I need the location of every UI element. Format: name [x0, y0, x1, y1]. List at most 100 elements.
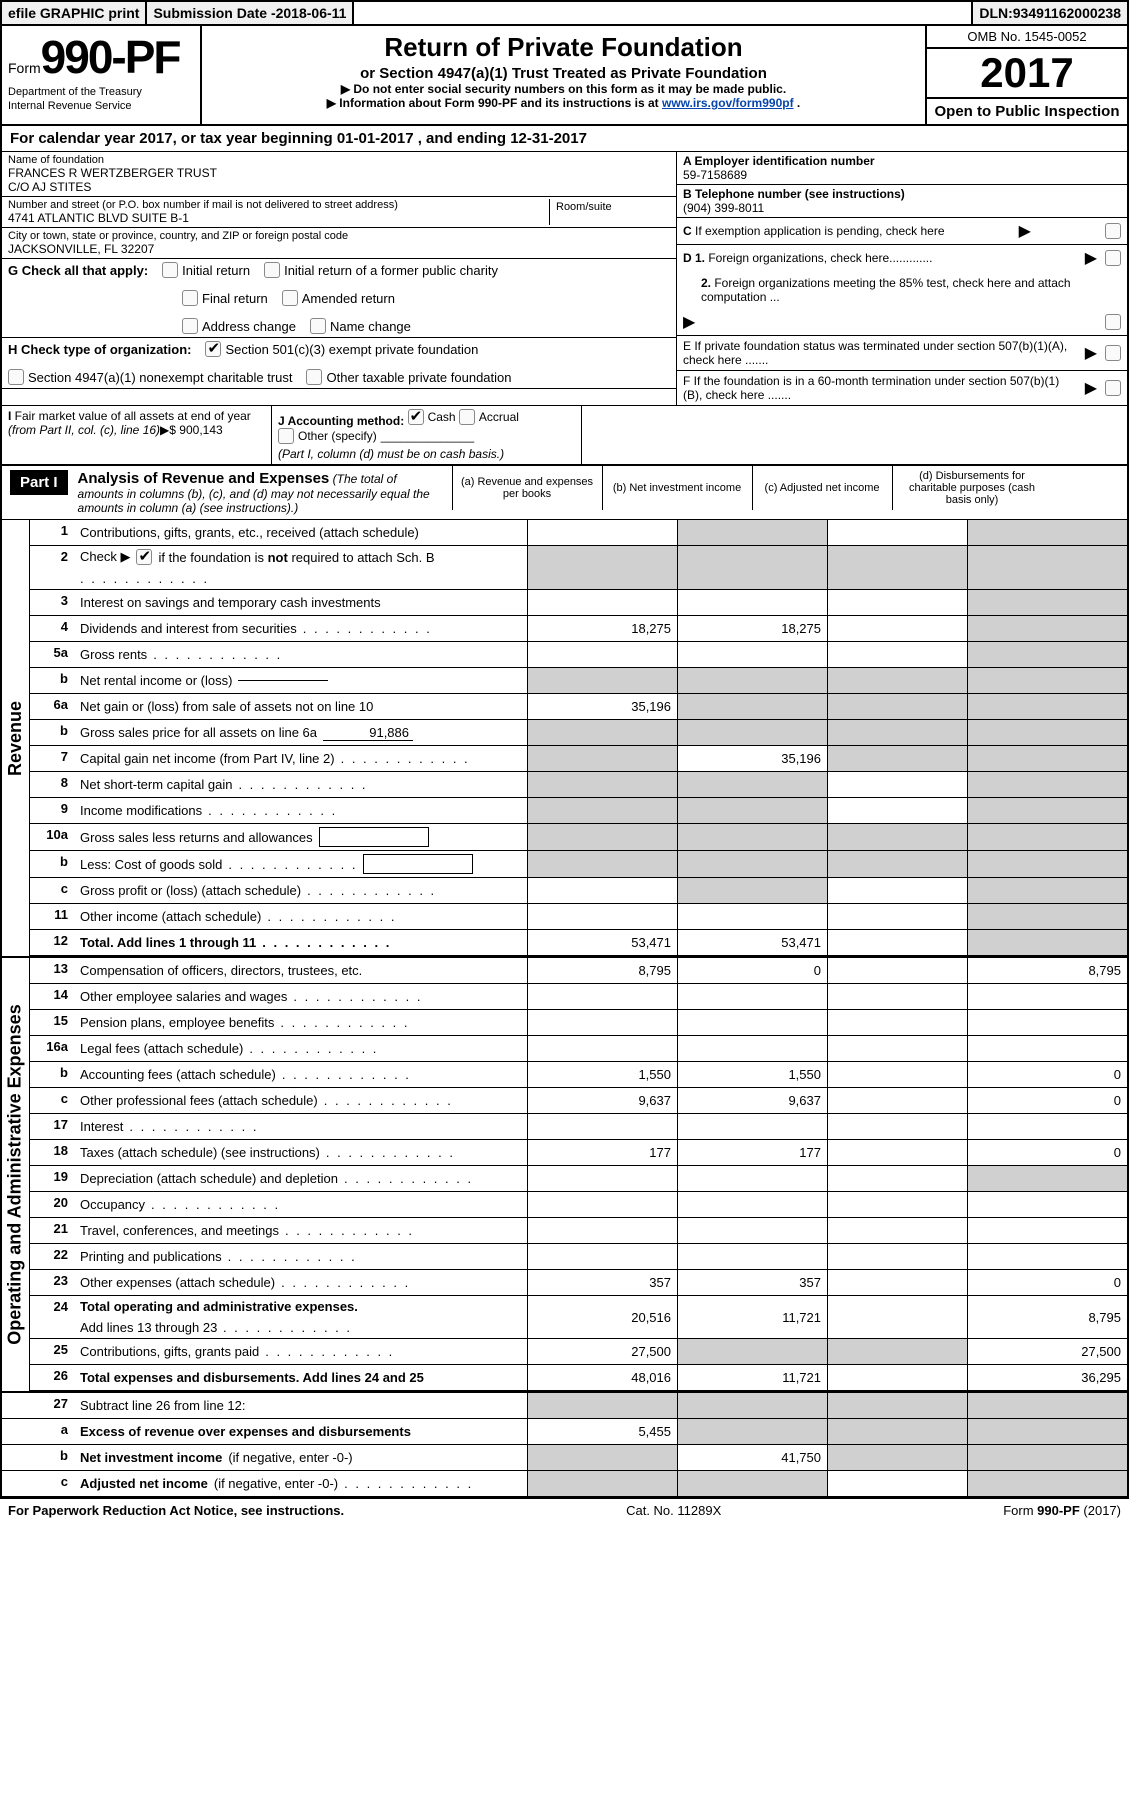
revenue-side-label: Revenue [2, 520, 30, 956]
l24-desc: Total operating and administrative expen… [76, 1296, 527, 1338]
l10b-desc: Less: Cost of goods sold [76, 851, 527, 877]
fmv-value: 900,143 [179, 423, 222, 437]
l10a-text: Gross sales less returns and allowances [80, 830, 313, 845]
h-opt-0: Section 501(c)(3) exempt private foundat… [225, 342, 478, 357]
arrow-icon: ▶ [1085, 248, 1097, 268]
l2-b: if the foundation is not required to att… [158, 550, 434, 565]
g-label: G Check all that apply: [8, 263, 148, 278]
j-accrual-checkbox[interactable] [459, 409, 475, 425]
dln-label: DLN: [979, 5, 1012, 21]
topbar: efile GRAPHIC print Submission Date - 20… [2, 2, 1127, 26]
j-accrual: Accrual [479, 410, 519, 424]
g-initial-return-checkbox[interactable] [162, 262, 178, 278]
l26-desc: Total expenses and disbursements. Add li… [76, 1365, 527, 1390]
l5b-desc: Net rental income or (loss) [76, 668, 527, 693]
ein-value: 59-7158689 [683, 168, 1121, 182]
h-4947a1-checkbox[interactable] [8, 369, 24, 385]
l10b-text: Less: Cost of goods sold [80, 857, 222, 872]
h-other-taxable-checkbox[interactable] [306, 369, 322, 385]
g-initial-former-checkbox[interactable] [264, 262, 280, 278]
line-27: 27Subtract line 26 from line 12: [2, 1393, 1127, 1419]
j-note: (Part I, column (d) must be on cash basi… [278, 447, 504, 461]
c-checkbox[interactable] [1105, 223, 1121, 239]
d1-checkbox[interactable] [1105, 250, 1121, 266]
arrow-icon: ▶ [683, 312, 695, 332]
form-note1: ▶ Do not enter social security numbers o… [210, 82, 917, 96]
h-501c3-checkbox[interactable] [205, 341, 221, 357]
box-c: C C If exemption application is pending,… [677, 218, 1127, 245]
g-name-change-checkbox[interactable] [310, 318, 326, 334]
header-mid: Return of Private Foundation or Section … [202, 26, 927, 124]
j-other-checkbox[interactable] [278, 428, 294, 444]
line-21: 21Travel, conferences, and meetings [30, 1218, 1127, 1244]
l16c-text: Other professional fees (attach schedule… [80, 1093, 318, 1108]
f-label: F If the foundation is in a 60-month ter… [683, 374, 1077, 402]
line-27-section: 27Subtract line 26 from line 12: aExcess… [2, 1391, 1127, 1497]
l18-text: Taxes (attach schedule) (see instruction… [80, 1145, 320, 1160]
l6a-desc: Net gain or (loss) from sale of assets n… [76, 694, 527, 719]
efile-print-button[interactable]: efile GRAPHIC print [2, 2, 147, 24]
form-subtitle: or Section 4947(a)(1) Trust Treated as P… [210, 65, 917, 82]
g-opt-1: Initial return of a former public charit… [284, 263, 498, 278]
dln: DLN: 93491162000238 [973, 2, 1127, 24]
room-label: Room/suite [556, 201, 664, 213]
name-cell: Name of foundation FRANCES R WERTZBERGER… [2, 152, 676, 197]
f-checkbox[interactable] [1105, 380, 1121, 396]
l16a-text: Legal fees (attach schedule) [80, 1041, 243, 1056]
l23-a: 357 [527, 1270, 677, 1295]
b-label: B Telephone number (see instructions) [683, 187, 905, 201]
line-17: 17Interest [30, 1114, 1127, 1140]
expenses-label: Operating and Administrative Expenses [5, 1004, 26, 1344]
form-note2: ▶ Information about Form 990-PF and its … [210, 96, 917, 110]
col-c-header: (c) Adjusted net income [752, 466, 892, 510]
d2-checkbox[interactable] [1105, 314, 1121, 330]
form-prefix: Form [8, 60, 41, 76]
line-9: 9Income modifications [30, 798, 1127, 824]
l27-desc: Subtract line 26 from line 12: [76, 1393, 527, 1418]
line-2: 2Check ▶ if the foundation is not requir… [30, 546, 1127, 590]
line-27c: cAdjusted net income(if negative, enter … [2, 1471, 1127, 1497]
box-i: I Fair market value of all assets at end… [2, 406, 272, 464]
line-10a: 10aGross sales less returns and allowanc… [30, 824, 1127, 851]
box-d: D 1. Foreign organizations, check here..… [677, 245, 1127, 336]
l16b-a: 1,550 [527, 1062, 677, 1087]
g-address-change-checkbox[interactable] [182, 318, 198, 334]
g-final-return-checkbox[interactable] [182, 290, 198, 306]
l10c-text: Gross profit or (loss) (attach schedule) [80, 883, 301, 898]
e-checkbox[interactable] [1105, 345, 1121, 361]
l18-b: 177 [677, 1140, 827, 1165]
l5b-input[interactable] [238, 680, 328, 681]
revenue-label: Revenue [5, 700, 26, 775]
open-to-public: Open to Public Inspection [927, 99, 1127, 124]
l10b-box[interactable] [363, 854, 473, 874]
l6b-value: 91,886 [323, 725, 413, 741]
form-number: 990-PF [41, 30, 180, 84]
l8-desc: Net short-term capital gain [76, 772, 527, 797]
l10a-box[interactable] [319, 827, 429, 847]
l5a-desc: Gross rents [76, 642, 527, 667]
l12-text: Total. Add lines 1 through 11 [80, 935, 256, 950]
omb-number: OMB No. 1545-0052 [927, 26, 1127, 49]
l14-text: Other employee salaries and wages [80, 989, 287, 1004]
l18-desc: Taxes (attach schedule) (see instruction… [76, 1140, 527, 1165]
box-f: F If the foundation is in a 60-month ter… [677, 371, 1127, 405]
line-16c: cOther professional fees (attach schedul… [30, 1088, 1127, 1114]
instructions-link[interactable]: www.irs.gov/form990pf [662, 96, 794, 110]
l11-desc: Other income (attach schedule) [76, 904, 527, 929]
h-opt-1: Section 4947(a)(1) nonexempt charitable … [28, 370, 292, 385]
l17-desc: Interest [76, 1114, 527, 1139]
l24-a: 20,516 [527, 1296, 677, 1338]
l24-b: 11,721 [677, 1296, 827, 1338]
line-27b: bNet investment income (if negative, ent… [2, 1445, 1127, 1471]
note2-b: . [797, 96, 800, 110]
subdate-value: 2018-06-11 [276, 5, 347, 21]
g-amended-return-checkbox[interactable] [282, 290, 298, 306]
schb-checkbox[interactable] [136, 549, 152, 565]
form-990pf: efile GRAPHIC print Submission Date - 20… [0, 0, 1129, 1499]
arrow-icon: ▶ [1085, 378, 1097, 398]
j-cash-checkbox[interactable] [408, 409, 424, 425]
l22-text: Printing and publications [80, 1249, 222, 1264]
h-opt-2: Other taxable private foundation [326, 370, 511, 385]
l16b-text: Accounting fees (attach schedule) [80, 1067, 276, 1082]
entity-right: A Employer identification number 59-7158… [677, 152, 1127, 405]
